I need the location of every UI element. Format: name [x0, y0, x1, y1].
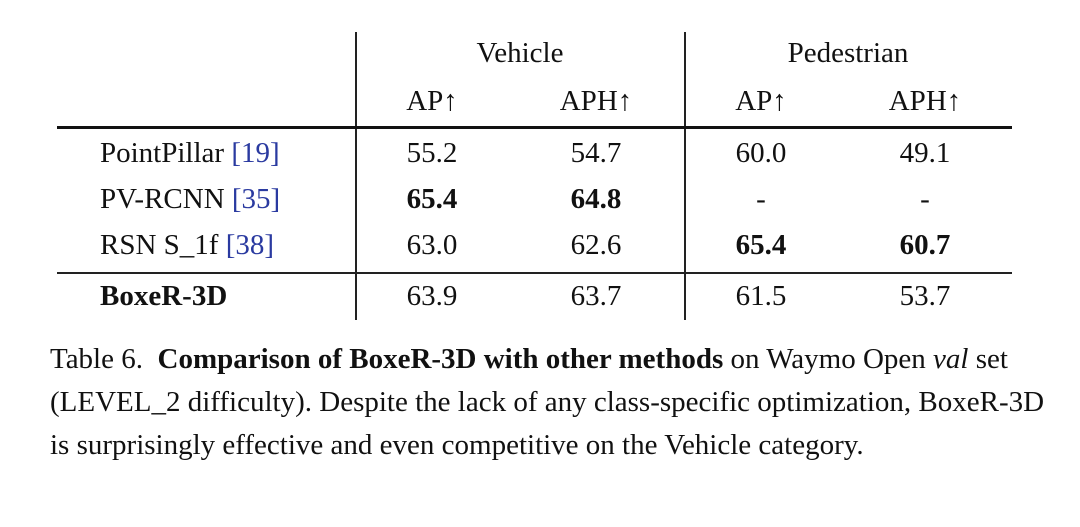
table-cell: -	[920, 183, 930, 215]
header-rule	[57, 126, 1012, 129]
table-cell: 53.7	[899, 280, 951, 312]
row-method: PV-RCNN [35]	[100, 182, 280, 216]
table-cell-best: 64.8	[570, 183, 622, 215]
table-cell-best: 65.4	[735, 229, 787, 261]
table-cell: 60.0	[735, 137, 787, 169]
citation-link[interactable]: [19]	[231, 137, 280, 169]
method-name: RSN S_1f	[100, 229, 219, 261]
sub-header-pedestrian-aph: APH↑	[888, 85, 962, 117]
caption-text-continued: set (LEVEL_2 difficulty). Despite the la…	[50, 343, 1045, 461]
column-divider-group	[684, 32, 686, 320]
results-table: Vehicle Pedestrian AP↑ APH↑ AP↑ APH↑ Poi…	[57, 32, 1012, 320]
citation-link[interactable]: [38]	[225, 229, 275, 261]
table-cell: 49.1	[899, 137, 951, 169]
sub-header-vehicle-ap: AP↑	[406, 85, 458, 117]
caption-label: Table 6.	[50, 343, 143, 375]
table-cell: -	[756, 183, 766, 215]
table-cell: 61.5	[735, 280, 787, 312]
group-header-pedestrian: Pedestrian	[787, 37, 909, 69]
table-cell: 63.7	[570, 280, 622, 312]
method-name: PointPillar	[100, 137, 225, 169]
group-header-vehicle: Vehicle	[476, 37, 564, 69]
table-cell-best: 60.7	[899, 229, 951, 261]
row-method: PointPillar [19]	[100, 136, 280, 170]
caption-title: Comparison of BoxeR-3D with other method…	[157, 343, 724, 375]
table-cell-best: 65.4	[406, 183, 458, 215]
table-cell: 54.7	[570, 137, 622, 169]
row-method-ours: BoxeR-3D	[100, 280, 228, 312]
citation-link[interactable]: [35]	[231, 183, 281, 215]
row-method: RSN S_1f [38]	[100, 228, 274, 262]
caption-italic: val	[933, 343, 969, 375]
table-cell: 62.6	[570, 229, 622, 261]
table-cell: 63.9	[406, 280, 458, 312]
table-cell: 63.0	[406, 229, 458, 261]
table-caption: Table 6. Comparison of BoxeR-3D with oth…	[50, 338, 1050, 467]
sub-header-vehicle-aph: APH↑	[559, 85, 633, 117]
method-name: PV-RCNN	[100, 183, 225, 215]
caption-text: on Waymo Open	[723, 343, 934, 375]
row-separator	[57, 272, 1012, 274]
column-divider-method	[355, 32, 357, 320]
sub-header-pedestrian-ap: AP↑	[735, 85, 787, 117]
table-cell: 55.2	[406, 137, 458, 169]
